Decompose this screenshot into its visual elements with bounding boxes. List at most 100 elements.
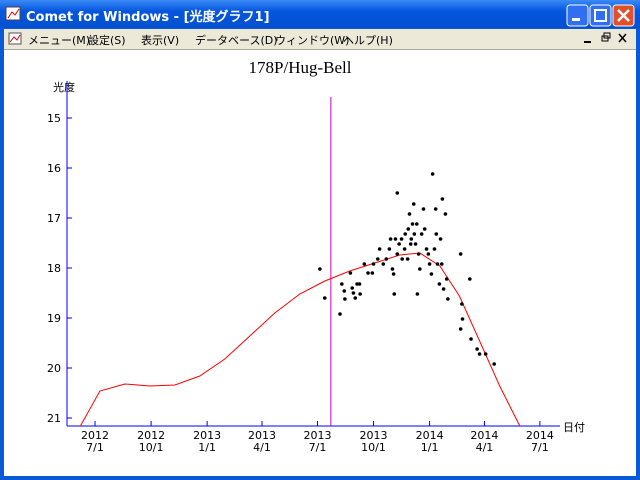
x-tick-label: 7/1 bbox=[309, 441, 327, 454]
observation bbox=[427, 262, 432, 266]
observation bbox=[395, 252, 400, 256]
menu-item[interactable]: メニュー(M) bbox=[28, 34, 91, 47]
observation bbox=[412, 232, 417, 236]
close-button[interactable] bbox=[612, 4, 635, 27]
observation bbox=[439, 262, 444, 266]
observation bbox=[421, 207, 426, 211]
observation bbox=[422, 227, 427, 231]
observation bbox=[426, 252, 431, 256]
observation bbox=[468, 277, 472, 281]
observation bbox=[377, 247, 382, 251]
observation bbox=[434, 232, 439, 236]
observation bbox=[399, 237, 404, 241]
observation bbox=[397, 242, 401, 246]
observation bbox=[441, 287, 446, 291]
observation bbox=[357, 282, 362, 286]
mdi-restore[interactable] bbox=[601, 32, 611, 42]
observation bbox=[433, 207, 438, 211]
y-tick-label: 18 bbox=[47, 262, 61, 275]
observation bbox=[375, 257, 380, 261]
observation bbox=[371, 262, 376, 266]
observation bbox=[322, 296, 327, 300]
observation bbox=[392, 292, 397, 296]
minimize-button[interactable] bbox=[566, 4, 589, 27]
observation bbox=[411, 202, 416, 206]
y-tick-label: 20 bbox=[47, 362, 61, 375]
observation bbox=[366, 271, 370, 275]
menu-item[interactable]: データベース(D) bbox=[195, 34, 278, 47]
x-tick-label: 4/1 bbox=[476, 441, 494, 454]
observation bbox=[432, 247, 437, 251]
x-tick-label: 7/1 bbox=[86, 441, 104, 454]
chart-title: 178P/Hug-Bell bbox=[249, 58, 352, 77]
observation bbox=[405, 257, 410, 261]
x-tick-label: 2014 bbox=[416, 429, 444, 442]
observation bbox=[384, 257, 389, 261]
y-tick-label: 15 bbox=[47, 112, 61, 125]
x-tick-label: 2014 bbox=[526, 429, 554, 442]
y-axis-label: 光度 bbox=[53, 80, 75, 94]
observation bbox=[413, 242, 418, 246]
observation bbox=[370, 271, 375, 275]
observation bbox=[393, 237, 398, 241]
x-tick-label: 4/1 bbox=[253, 441, 271, 454]
observation bbox=[424, 247, 429, 251]
y-tick-label: 16 bbox=[47, 162, 61, 175]
mdi-minimize[interactable] bbox=[584, 41, 591, 43]
menu-bar: メニュー(M) 設定(S) 表示(V) データベース(D) ウィンドウ(W) ヘルプ(H) bbox=[4, 29, 636, 49]
observation bbox=[419, 232, 424, 236]
doc-icon-line bbox=[9, 34, 21, 43]
observation bbox=[483, 352, 488, 356]
observation bbox=[469, 337, 473, 341]
menu-item[interactable]: ヘルプ(H) bbox=[343, 34, 393, 47]
observation bbox=[437, 282, 442, 286]
x-tick-label: 2012 bbox=[81, 429, 109, 442]
x-axis-label: 日付 bbox=[563, 421, 585, 434]
observation bbox=[391, 272, 396, 276]
observation bbox=[458, 327, 463, 331]
observation bbox=[416, 252, 421, 256]
x-tick-label: 2014 bbox=[470, 429, 498, 442]
menu-item[interactable]: 設定(S) bbox=[88, 34, 126, 47]
x-tick-label: 2013 bbox=[193, 429, 221, 442]
x-tick-label: 10/1 bbox=[361, 441, 386, 454]
menu-item[interactable]: 表示(V) bbox=[141, 34, 180, 47]
menu-item[interactable]: ウィンドウ(W) bbox=[275, 34, 350, 47]
observation bbox=[443, 212, 448, 216]
y-tick-label: 19 bbox=[47, 312, 61, 325]
title-bar: Comet for Windows - [光度グラフ1] bbox=[0, 0, 640, 28]
x-tick-label: 1/1 bbox=[421, 441, 439, 454]
observation bbox=[388, 237, 393, 241]
observation bbox=[410, 222, 415, 226]
observation bbox=[340, 282, 344, 286]
observation bbox=[350, 286, 354, 290]
x-tick-label: 2013 bbox=[360, 429, 388, 442]
y-tick-label: 17 bbox=[47, 212, 61, 225]
observation bbox=[403, 232, 408, 236]
mdi-close[interactable] bbox=[618, 33, 627, 43]
observation bbox=[358, 292, 362, 296]
predicted-curve bbox=[79, 252, 521, 427]
observation bbox=[348, 271, 353, 275]
observation bbox=[338, 312, 342, 316]
observation bbox=[429, 272, 434, 276]
observation bbox=[430, 172, 435, 176]
observation bbox=[492, 362, 496, 366]
observation bbox=[400, 257, 404, 261]
observation bbox=[402, 247, 407, 251]
window-title: Comet for Windows - [光度グラフ1] bbox=[26, 10, 270, 25]
app-icon-line bbox=[7, 8, 20, 19]
observation bbox=[362, 262, 367, 266]
maximize-button[interactable] bbox=[589, 4, 612, 27]
observation bbox=[475, 347, 479, 351]
observation bbox=[381, 262, 386, 266]
observation bbox=[418, 267, 422, 271]
observation bbox=[460, 302, 464, 306]
x-tick-label: 2012 bbox=[137, 429, 165, 442]
observation bbox=[406, 227, 411, 231]
chart: 178P/Hug-Bell光度日付1516171819202120127/120… bbox=[47, 58, 585, 454]
observation bbox=[390, 267, 395, 271]
observation bbox=[342, 289, 347, 293]
x-tick-label: 10/1 bbox=[139, 441, 164, 454]
